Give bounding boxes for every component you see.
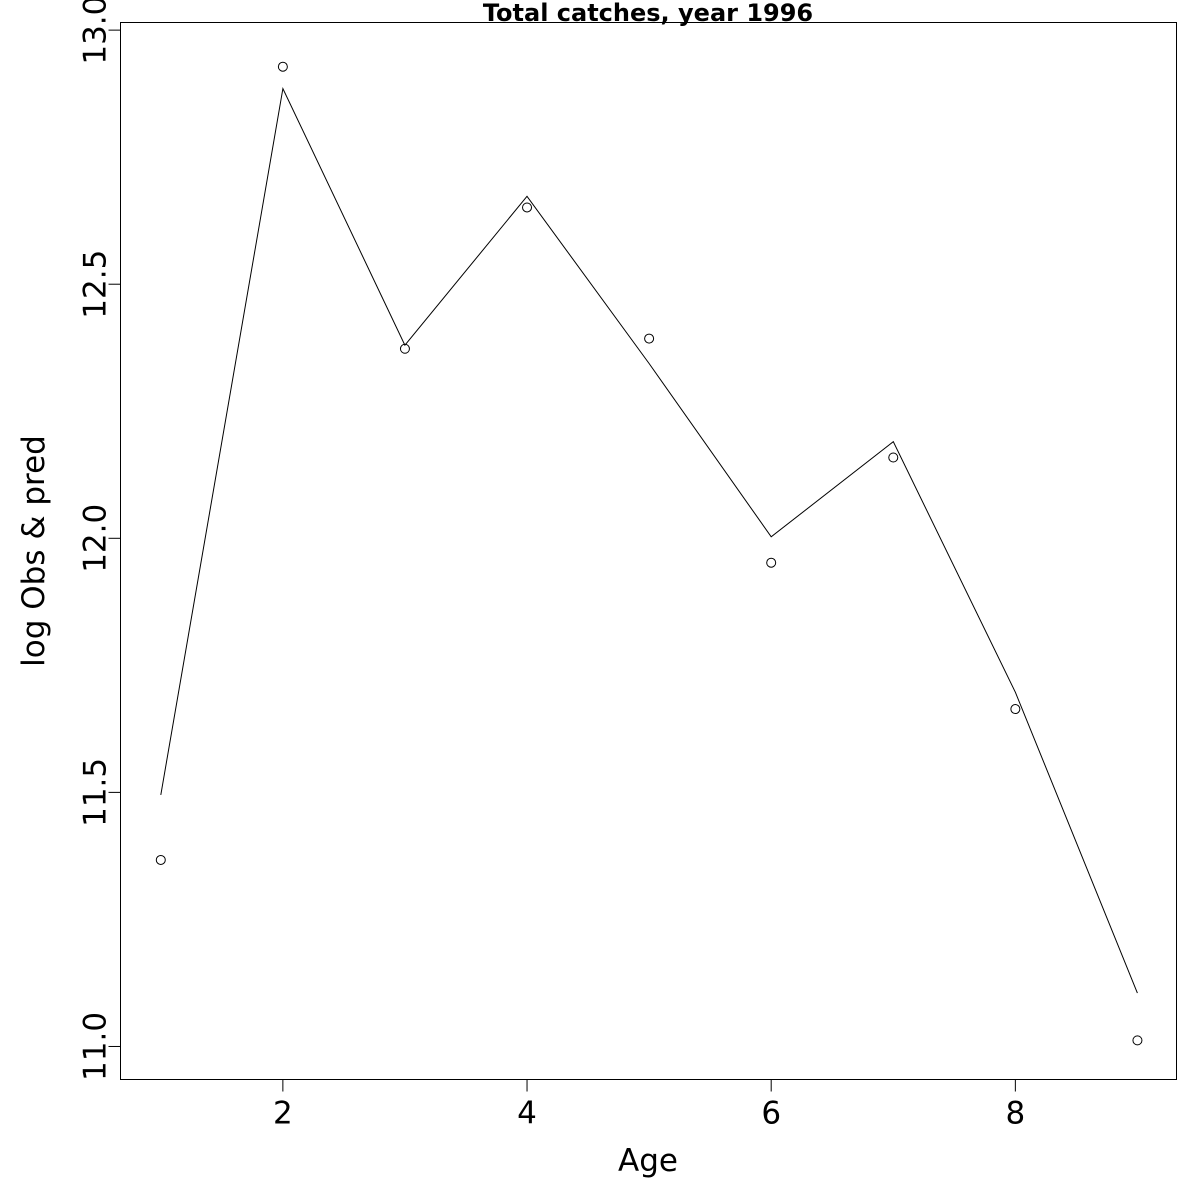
observed-point	[644, 333, 655, 344]
y-tick-label: 11.0	[78, 1012, 114, 1081]
y-tick-label: 11.5	[78, 758, 114, 827]
x-axis: 2 4 6 8	[273, 1079, 1025, 1132]
observed-point	[766, 557, 777, 568]
observed-point	[277, 61, 288, 72]
x-tick-label: 6	[761, 1096, 781, 1132]
observed-point	[399, 343, 410, 354]
observed-point	[888, 452, 899, 463]
x-tick-label: 2	[273, 1096, 293, 1132]
y-tick-label: 13.0	[78, 0, 114, 65]
y-axis: 11.0 11.5 12.0 12.5 13.0	[78, 0, 121, 1081]
observed-point	[1010, 704, 1021, 715]
x-tick-label: 4	[517, 1096, 537, 1132]
x-axis-title: Age	[618, 1143, 678, 1179]
y-tick-label: 12.5	[78, 250, 114, 319]
plot-frame	[120, 22, 1177, 1080]
observed-point	[155, 854, 166, 865]
y-axis-title: log Obs & pred	[16, 435, 52, 667]
series-layer	[155, 61, 1143, 1046]
x-tick-label: 8	[1005, 1096, 1025, 1132]
predicted-line	[160, 86, 1138, 994]
y-tick-label: 12.0	[78, 504, 114, 573]
observed-point	[1132, 1035, 1143, 1046]
observed-point	[522, 202, 533, 213]
chart-title: Total catches, year 1996	[483, 0, 813, 27]
